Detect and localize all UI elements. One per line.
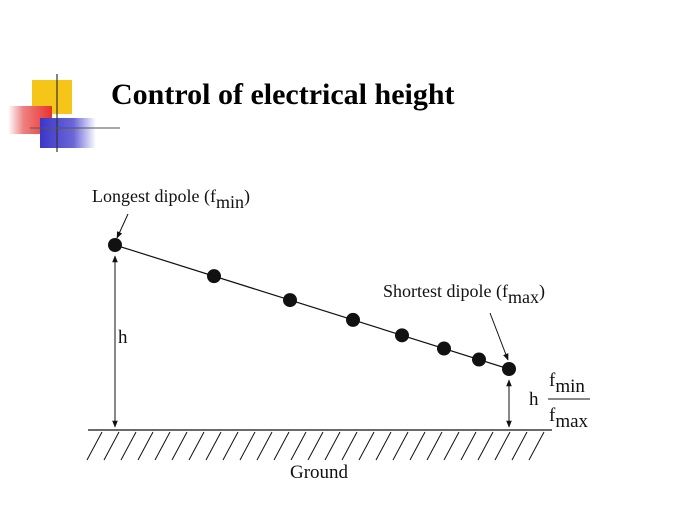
- longest-dipole-pointer: [116, 213, 129, 239]
- longest-dipole-label: Longest dipole (fmin): [92, 186, 250, 212]
- ground-hatch-line: [256, 431, 273, 461]
- ground-hatch-line: [392, 431, 409, 461]
- ground-hatch-line: [494, 431, 511, 461]
- dipole-2: [207, 269, 221, 284]
- ratio-numerator: fmin: [549, 370, 585, 397]
- dipole-6: [437, 341, 451, 356]
- ground-hatch-line: [528, 431, 545, 461]
- ground-hatch-line: [375, 431, 392, 461]
- ground-hatch-line: [137, 431, 154, 461]
- ground-hatching: [86, 431, 545, 461]
- ground-hatch-line: [426, 431, 443, 461]
- shortest-dipole-label: Shortest dipole (fmax): [383, 281, 545, 307]
- ground-hatch-line: [409, 431, 426, 461]
- ground-hatch-line: [358, 431, 375, 461]
- ratio-denominator: fmax: [549, 405, 589, 432]
- ground-hatch-line: [290, 431, 307, 461]
- ground-hatch-line: [103, 431, 120, 461]
- ground-hatch-line: [477, 431, 494, 461]
- dipole-4: [346, 312, 360, 327]
- ground-hatch-line: [239, 431, 256, 461]
- logo-blue-square: [40, 118, 96, 148]
- title-underline: [58, 127, 640, 129]
- dipole-8: [502, 362, 516, 376]
- dipole-7: [472, 352, 486, 367]
- ground-hatch-line: [86, 431, 103, 461]
- dipole-3: [283, 293, 297, 308]
- slide-logo-decoration: [8, 74, 120, 152]
- ground-hatch-line: [443, 431, 460, 461]
- dipole-group: [108, 238, 516, 376]
- shortest-dipole-pointer: [489, 312, 509, 361]
- slide-title: Control of electrical height: [111, 78, 455, 111]
- ground-hatch-line: [154, 431, 171, 461]
- dipole-1: [108, 238, 122, 252]
- ground-hatch-line: [188, 431, 205, 461]
- ground-hatch-line: [324, 431, 341, 461]
- ground-hatch-line: [120, 431, 137, 461]
- ground-hatch-line: [460, 431, 477, 461]
- ground-hatch-line: [222, 431, 239, 461]
- ground-label: Ground: [290, 462, 349, 483]
- height-label: h: [118, 327, 128, 348]
- dipole-5: [395, 328, 409, 343]
- ground-hatch-line: [273, 431, 290, 461]
- ground-hatch-line: [511, 431, 528, 461]
- ground-hatch-line: [307, 431, 324, 461]
- ground-hatch-line: [171, 431, 188, 461]
- ground-hatch-line: [341, 431, 358, 461]
- ground-hatch-line: [205, 431, 222, 461]
- ratio-prefix-label: h: [529, 389, 539, 410]
